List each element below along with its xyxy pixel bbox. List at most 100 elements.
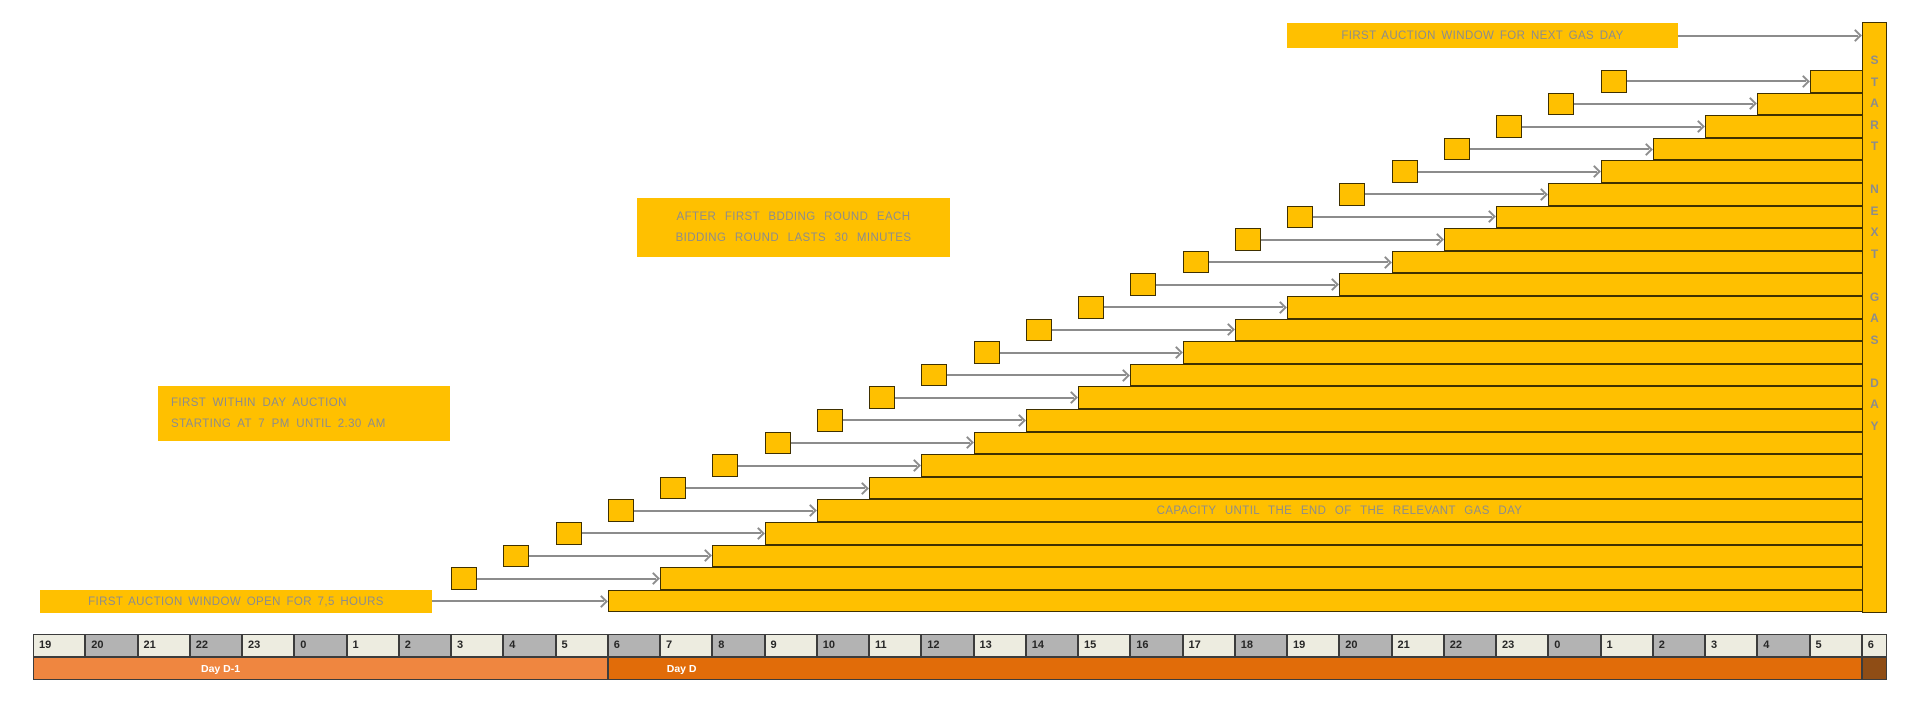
arrow-connector (1469, 148, 1649, 151)
capacity-bar (764, 522, 1863, 545)
arrow-connector (1522, 125, 1701, 128)
callout-bidding-round-duration: AFTER FIRST BDDING ROUND EACH BIDDING RO… (637, 198, 950, 257)
hour-cell: 0 (294, 634, 347, 657)
arrow-connector (432, 600, 604, 603)
capacity-bar-label: CAPACITY UNTIL THE END OF THE RELEVANT G… (1156, 505, 1523, 517)
arrow-head-icon (1378, 255, 1392, 269)
bidding-round-square (1391, 160, 1418, 183)
capacity-bar (1182, 341, 1863, 364)
arrow-head-icon (1274, 300, 1287, 314)
capacity-bar (660, 567, 1863, 590)
callout-first-auction-next-gas-day: FIRST AUCTION WINDOW FOR NEXT GAS DAY (1287, 23, 1678, 48)
start-letter: S (1870, 53, 1879, 67)
arrow-head-icon (1587, 165, 1601, 179)
bidding-round-square (1339, 183, 1366, 206)
bidding-round-square (1600, 70, 1627, 93)
start-letter: X (1870, 225, 1879, 239)
capacity-bar (1705, 115, 1863, 138)
hour-cell: 23 (1496, 634, 1549, 657)
arrow-connector (1104, 306, 1283, 309)
hour-cell: 6 (607, 634, 660, 657)
hour-cell: 2 (1652, 634, 1705, 657)
arrow-connector (1051, 328, 1231, 331)
capacity-bar (1652, 137, 1863, 161)
capacity-bar (1757, 92, 1863, 116)
arrow-head-icon (1535, 187, 1549, 201)
capacity-bar (869, 476, 1863, 500)
start-letter: G (1869, 289, 1880, 304)
start-letter: N (1870, 182, 1879, 196)
capacity-bar (1130, 363, 1863, 387)
arrow-head-icon (1065, 391, 1078, 405)
arrow-head-icon (803, 504, 817, 518)
hour-cell: 13 (973, 634, 1026, 657)
hour-cell: 10 (816, 634, 869, 657)
arrow-connector (1365, 193, 1545, 196)
bidding-round-square (1078, 296, 1105, 319)
callout-bidding-round-line1: AFTER FIRST BDDING ROUND EACH (676, 210, 911, 223)
callout-first-within-day-auction: FIRST WITHIN DAY AUCTION STARTING AT 7 P… (158, 386, 450, 441)
bidding-round-square (451, 567, 478, 590)
capacity-bar (1809, 70, 1863, 93)
arrow-head-icon (1169, 346, 1183, 359)
hour-cell: 19 (1287, 634, 1340, 657)
hour-cell: 15 (1078, 634, 1131, 657)
arrow-head-icon (856, 481, 869, 495)
bidding-round-square (921, 363, 948, 387)
bidding-round-square (869, 386, 896, 409)
start-letter: T (1870, 139, 1879, 153)
hour-cell: 0 (1548, 634, 1601, 657)
hour-cell: 4 (1757, 634, 1810, 657)
hour-cell: 20 (85, 634, 138, 657)
capacity-bar (1548, 183, 1863, 206)
capacity-bar (1287, 296, 1863, 319)
hour-cell: 21 (137, 634, 190, 657)
hour-cell: 17 (1182, 634, 1235, 657)
hour-cell: 19 (33, 634, 86, 657)
day-band: Day D (607, 656, 1862, 680)
bidding-round-square (1443, 137, 1470, 161)
day-band-label: Day D-1 (201, 662, 241, 675)
capacity-bar (1443, 228, 1863, 251)
hour-cell: 7 (660, 634, 713, 657)
day-band (1861, 656, 1887, 680)
hour-cell: 5 (555, 634, 608, 657)
arrow-head-icon (699, 549, 713, 563)
capacity-bar (1078, 386, 1863, 409)
capacity-bar (1496, 205, 1863, 229)
arrow-head-icon (1692, 120, 1705, 133)
arrow-connector (1574, 102, 1754, 105)
day-band: Day D-1 (33, 656, 608, 680)
arrow-head-icon (1221, 323, 1235, 337)
start-letter: Y (1870, 418, 1879, 433)
hour-cell: 1 (1600, 634, 1653, 657)
start-letter: T (1870, 246, 1879, 261)
arrow-connector (895, 396, 1074, 399)
capacity-bar (1025, 409, 1863, 432)
arrow-connector (842, 419, 1022, 422)
capacity-bar (973, 431, 1863, 455)
arrow-head-icon (594, 594, 608, 608)
bidding-round-square (1182, 250, 1209, 274)
arrow-head-icon (1430, 233, 1444, 246)
capacity-bar (607, 589, 1863, 613)
hour-cell: 16 (1130, 634, 1183, 657)
day-band-label: Day D (666, 662, 697, 675)
bidding-round-square (712, 454, 739, 477)
hour-cell: 5 (1809, 634, 1862, 657)
start-letter: R (1870, 117, 1879, 132)
arrow-connector (790, 441, 970, 444)
hour-cell: 21 (1391, 634, 1444, 657)
hour-cell: 22 (1443, 634, 1496, 657)
arrow-connector (686, 487, 865, 490)
capacity-bar (1391, 250, 1863, 274)
start-letter: E (1870, 203, 1879, 218)
hour-cell: 14 (1025, 634, 1078, 657)
bidding-round-square (1130, 273, 1157, 296)
capacity-bar (1600, 160, 1863, 183)
bidding-round-square (816, 409, 843, 432)
start-letter: A (1870, 397, 1879, 411)
